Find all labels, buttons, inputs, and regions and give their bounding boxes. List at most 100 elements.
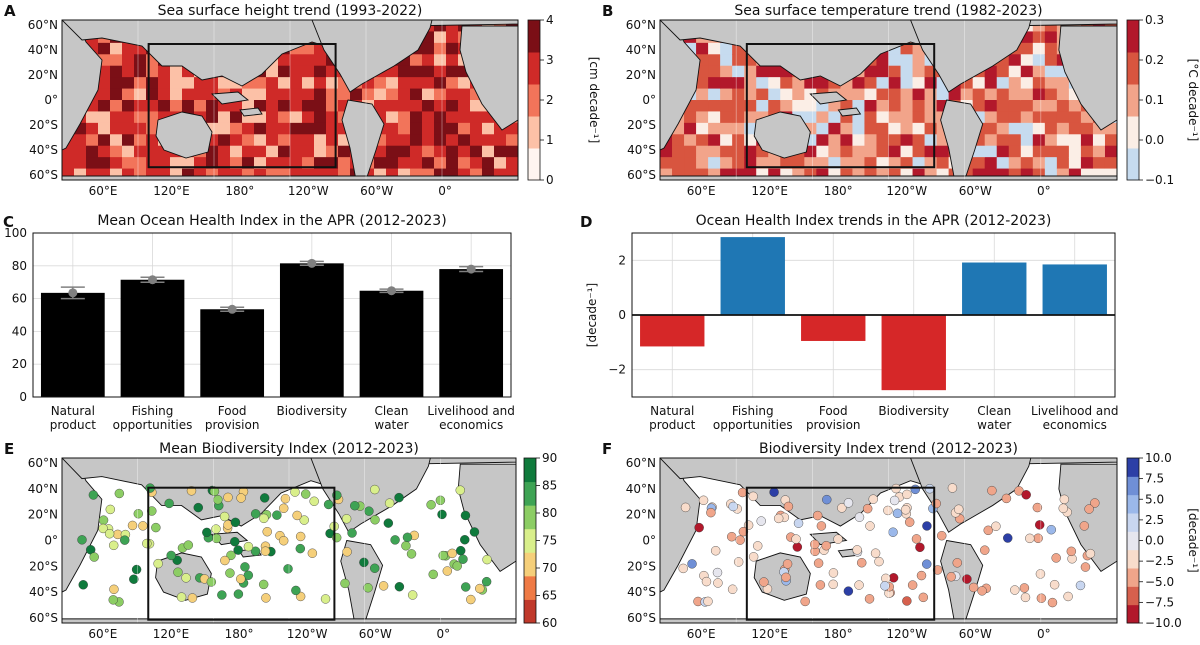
lon-tick-label: 0° [437,627,451,641]
field-cell [314,111,327,124]
station-dot [748,491,758,502]
station-dot [854,512,865,522]
station-dot [1010,585,1020,595]
lon-tick-label: 180° [225,627,254,641]
field-cell [1020,145,1034,158]
field-cell [732,111,745,124]
station-dot [233,589,244,599]
lon-tick-label: 120°E [153,627,190,641]
station-dot [1058,503,1068,513]
station-dot [340,578,350,589]
field-cell [1020,77,1034,90]
field-cell [278,100,291,113]
station-dot [703,596,713,607]
map-panel-e: E Mean Biodiversity Index (2012-2023) 60°N… [4,440,557,641]
field-cell [876,157,890,170]
field-cell [1032,111,1046,124]
field-cell [876,100,890,113]
colorbar-label: [decade⁻¹] [1186,508,1200,572]
field-cell [912,157,926,170]
field-cell [1020,42,1034,55]
field-cell [386,122,399,135]
field-cell [374,157,387,170]
field-cell [122,122,135,135]
station-dot [678,563,688,574]
field-cell [98,111,111,124]
station-dot [857,558,867,568]
station-dot [466,594,476,605]
field-cell [482,145,495,158]
bar-0 [640,315,705,347]
field-cell [1080,122,1094,135]
station-dot [279,503,289,513]
field-cell [792,100,805,113]
field-cell [290,145,303,158]
field-cell [278,168,291,180]
station-dot [1014,486,1024,496]
map-frame [659,19,1118,181]
field-cell [302,134,315,147]
field-cell [924,145,938,158]
field-cell [290,111,303,124]
lon-tick-label: 60°E [687,184,716,198]
plot-frame [631,232,1116,398]
station-dot [133,509,144,519]
field-cell [182,100,195,113]
station-dot [460,510,471,521]
field-cell [386,111,399,124]
colorbar-tick-label: −10.0 [1145,616,1182,630]
field-cell [446,42,459,55]
station-dot [868,494,878,504]
station-dot [437,509,447,520]
colorbar-segment [1127,549,1139,569]
field-cell [684,111,697,124]
field-cell [720,54,733,67]
field-cell [912,88,926,101]
field-cell [410,157,423,170]
lat-tick-label: 60°S [627,168,656,182]
field-cell [254,134,267,147]
field-cell [314,157,327,170]
station-dot [1025,533,1035,544]
station-dot [78,580,88,590]
field-cell [218,157,231,170]
field-cell [1020,134,1034,147]
field-cell [266,88,279,101]
station-dot [792,542,803,552]
station-dot [815,580,826,590]
station-dot [880,581,890,591]
field-cell [134,54,147,67]
x-tick-label: Livelihood and economics [427,404,514,432]
field-cell [972,88,986,101]
colorbar-label: [°C decade⁻¹] [1186,59,1200,142]
field-cell [386,145,399,158]
map-area [62,458,516,623]
station-dot [773,513,784,524]
field-cell [684,145,697,158]
field-cell [756,157,769,170]
field-cell [206,168,219,180]
field-cell [912,100,926,113]
field-cell [852,77,866,90]
station-dot [481,576,492,587]
field-cell [434,88,447,101]
field-cell [422,168,435,180]
field-cell [398,134,411,147]
field-cell [840,122,854,135]
station-dot [250,546,261,556]
station-dot [680,502,691,513]
field-cell [876,77,890,90]
field-cell [134,77,147,90]
field-cell [194,157,207,170]
station-dot [295,543,305,554]
station-dot [219,511,230,522]
station-dot [292,510,302,521]
colorbar: 0.3 0.2 0.1 0.0 −0.1 [°C decade⁻¹] [1126,13,1200,187]
land-shape [940,99,984,180]
station-dot [272,510,282,520]
field-cell [1092,145,1106,158]
field-cell [338,145,351,158]
field-cell [302,65,315,78]
lat-tick-label: 20°S [29,559,58,573]
field-cell [62,168,75,180]
